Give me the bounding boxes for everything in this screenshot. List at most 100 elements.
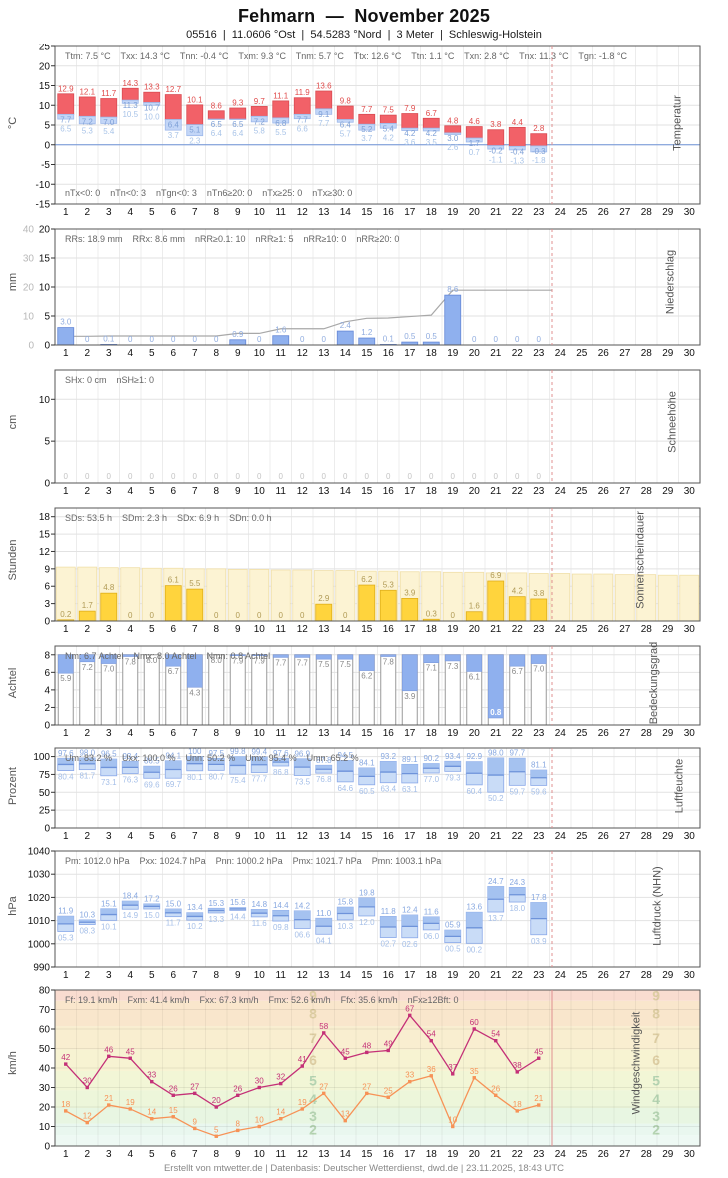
svg-text:-0.2: -0.2 <box>489 147 503 156</box>
svg-text:30: 30 <box>684 207 696 218</box>
svg-text:0: 0 <box>279 472 284 481</box>
svg-text:8: 8 <box>213 624 219 635</box>
svg-text:26: 26 <box>598 486 610 497</box>
svg-text:26: 26 <box>598 831 610 842</box>
svg-text:03.9: 03.9 <box>531 937 547 946</box>
panel-title-sunshine: Sonnenscheindauer <box>635 511 647 609</box>
svg-text:6.8: 6.8 <box>275 119 287 128</box>
svg-text:0: 0 <box>494 472 499 481</box>
svg-text:7.5: 7.5 <box>340 660 352 669</box>
svg-text:Ff: 19.1 km/h Fxm: 41.4 km/: Ff: 19.1 km/h Fxm: 41.4 km/h Fxx: 67.3 k… <box>65 995 459 1005</box>
svg-text:09.8: 09.8 <box>273 923 289 932</box>
svg-text:10.1: 10.1 <box>101 922 117 931</box>
svg-text:20: 20 <box>469 970 481 981</box>
svg-text:9: 9 <box>235 728 241 739</box>
svg-text:7.7: 7.7 <box>318 119 330 128</box>
svg-text:0: 0 <box>85 472 90 481</box>
svg-text:14: 14 <box>340 831 352 842</box>
svg-text:6.6: 6.6 <box>297 124 309 133</box>
svg-text:0: 0 <box>343 472 348 481</box>
svg-text:18: 18 <box>426 831 438 842</box>
y-axis-unit-snow: cm <box>7 415 19 430</box>
svg-text:4: 4 <box>127 486 133 497</box>
svg-text:3: 3 <box>106 207 112 218</box>
y-axis-unit-humidity: Prozent <box>7 767 19 805</box>
svg-text:7.7: 7.7 <box>361 105 373 114</box>
svg-text:5: 5 <box>44 121 50 132</box>
humidity-chart: 97.680.498.081.796.573.193.476.386.569.6… <box>0 740 728 843</box>
svg-text:93.2: 93.2 <box>380 752 396 761</box>
svg-text:11: 11 <box>276 486 287 497</box>
svg-text:18: 18 <box>513 1100 522 1109</box>
svg-text:12: 12 <box>297 831 309 842</box>
svg-text:0: 0 <box>429 472 434 481</box>
svg-text:20: 20 <box>212 1096 221 1105</box>
svg-text:5: 5 <box>149 348 155 359</box>
svg-text:75.4: 75.4 <box>230 776 246 785</box>
svg-text:22: 22 <box>512 207 524 218</box>
svg-text:26: 26 <box>598 624 610 635</box>
svg-text:21: 21 <box>104 1094 113 1103</box>
svg-text:7.7: 7.7 <box>297 658 309 667</box>
svg-text:5: 5 <box>149 486 155 497</box>
svg-text:9: 9 <box>235 486 241 497</box>
svg-text:18: 18 <box>426 348 438 359</box>
svg-text:5.9: 5.9 <box>60 674 72 683</box>
panel-title-temperature: Temperatur <box>672 95 684 151</box>
y-axis-unit-temperature: °C <box>7 117 19 129</box>
svg-text:15: 15 <box>169 1106 178 1115</box>
svg-text:20: 20 <box>23 283 35 294</box>
svg-text:75: 75 <box>39 770 51 781</box>
svg-text:11.3: 11.3 <box>123 101 139 110</box>
svg-text:30: 30 <box>684 348 696 359</box>
svg-text:98.0: 98.0 <box>488 749 504 758</box>
svg-text:7.0: 7.0 <box>103 665 115 674</box>
svg-text:14: 14 <box>340 970 352 981</box>
svg-text:8: 8 <box>213 970 219 981</box>
svg-text:SDs: 53.5 h SDm: 2.3 h S: SDs: 53.5 h SDm: 2.3 h SDx: 6.9 h SDn: 0… <box>65 513 272 523</box>
svg-text:3.7: 3.7 <box>168 131 180 140</box>
svg-text:17: 17 <box>404 624 416 635</box>
svg-text:7: 7 <box>192 1149 198 1160</box>
svg-text:27: 27 <box>619 1149 631 1160</box>
svg-text:10: 10 <box>39 395 51 406</box>
svg-text:4: 4 <box>127 970 133 981</box>
svg-text:13: 13 <box>318 348 330 359</box>
svg-text:10: 10 <box>448 1116 457 1125</box>
svg-text:20: 20 <box>469 1149 481 1160</box>
svg-text:7: 7 <box>192 728 198 739</box>
svg-text:8: 8 <box>213 348 219 359</box>
svg-text:26: 26 <box>491 1084 500 1093</box>
svg-text:17: 17 <box>404 207 416 218</box>
svg-text:16: 16 <box>383 348 395 359</box>
svg-text:0.1: 0.1 <box>103 334 115 343</box>
panel-wind: 2345678923456789423046453326272026303241… <box>0 982 728 1161</box>
svg-text:15.6: 15.6 <box>230 898 246 907</box>
svg-text:45: 45 <box>126 1047 135 1056</box>
svg-text:14: 14 <box>340 486 352 497</box>
svg-text:6.4: 6.4 <box>168 120 180 129</box>
svg-text:6: 6 <box>170 831 176 842</box>
svg-text:04.1: 04.1 <box>316 936 332 945</box>
svg-text:26: 26 <box>598 348 610 359</box>
svg-text:30: 30 <box>39 1083 51 1094</box>
svg-text:3.9: 3.9 <box>404 692 416 701</box>
svg-text:23: 23 <box>533 207 545 218</box>
svg-text:7.9: 7.9 <box>404 104 416 113</box>
svg-text:21: 21 <box>534 1094 543 1103</box>
svg-text:6.4: 6.4 <box>232 129 244 138</box>
svg-text:12.7: 12.7 <box>165 85 181 94</box>
svg-text:25: 25 <box>576 970 588 981</box>
svg-text:-15: -15 <box>36 200 51 211</box>
svg-text:22: 22 <box>512 970 524 981</box>
svg-text:14.8: 14.8 <box>251 900 267 909</box>
svg-text:7: 7 <box>192 970 198 981</box>
svg-text:25: 25 <box>576 728 588 739</box>
svg-text:10.0: 10.0 <box>144 112 160 121</box>
report-header: Fehmarn — November 2025 05516 | 11.0606 … <box>0 0 728 41</box>
svg-text:17.2: 17.2 <box>144 894 160 903</box>
svg-text:23: 23 <box>533 348 545 359</box>
